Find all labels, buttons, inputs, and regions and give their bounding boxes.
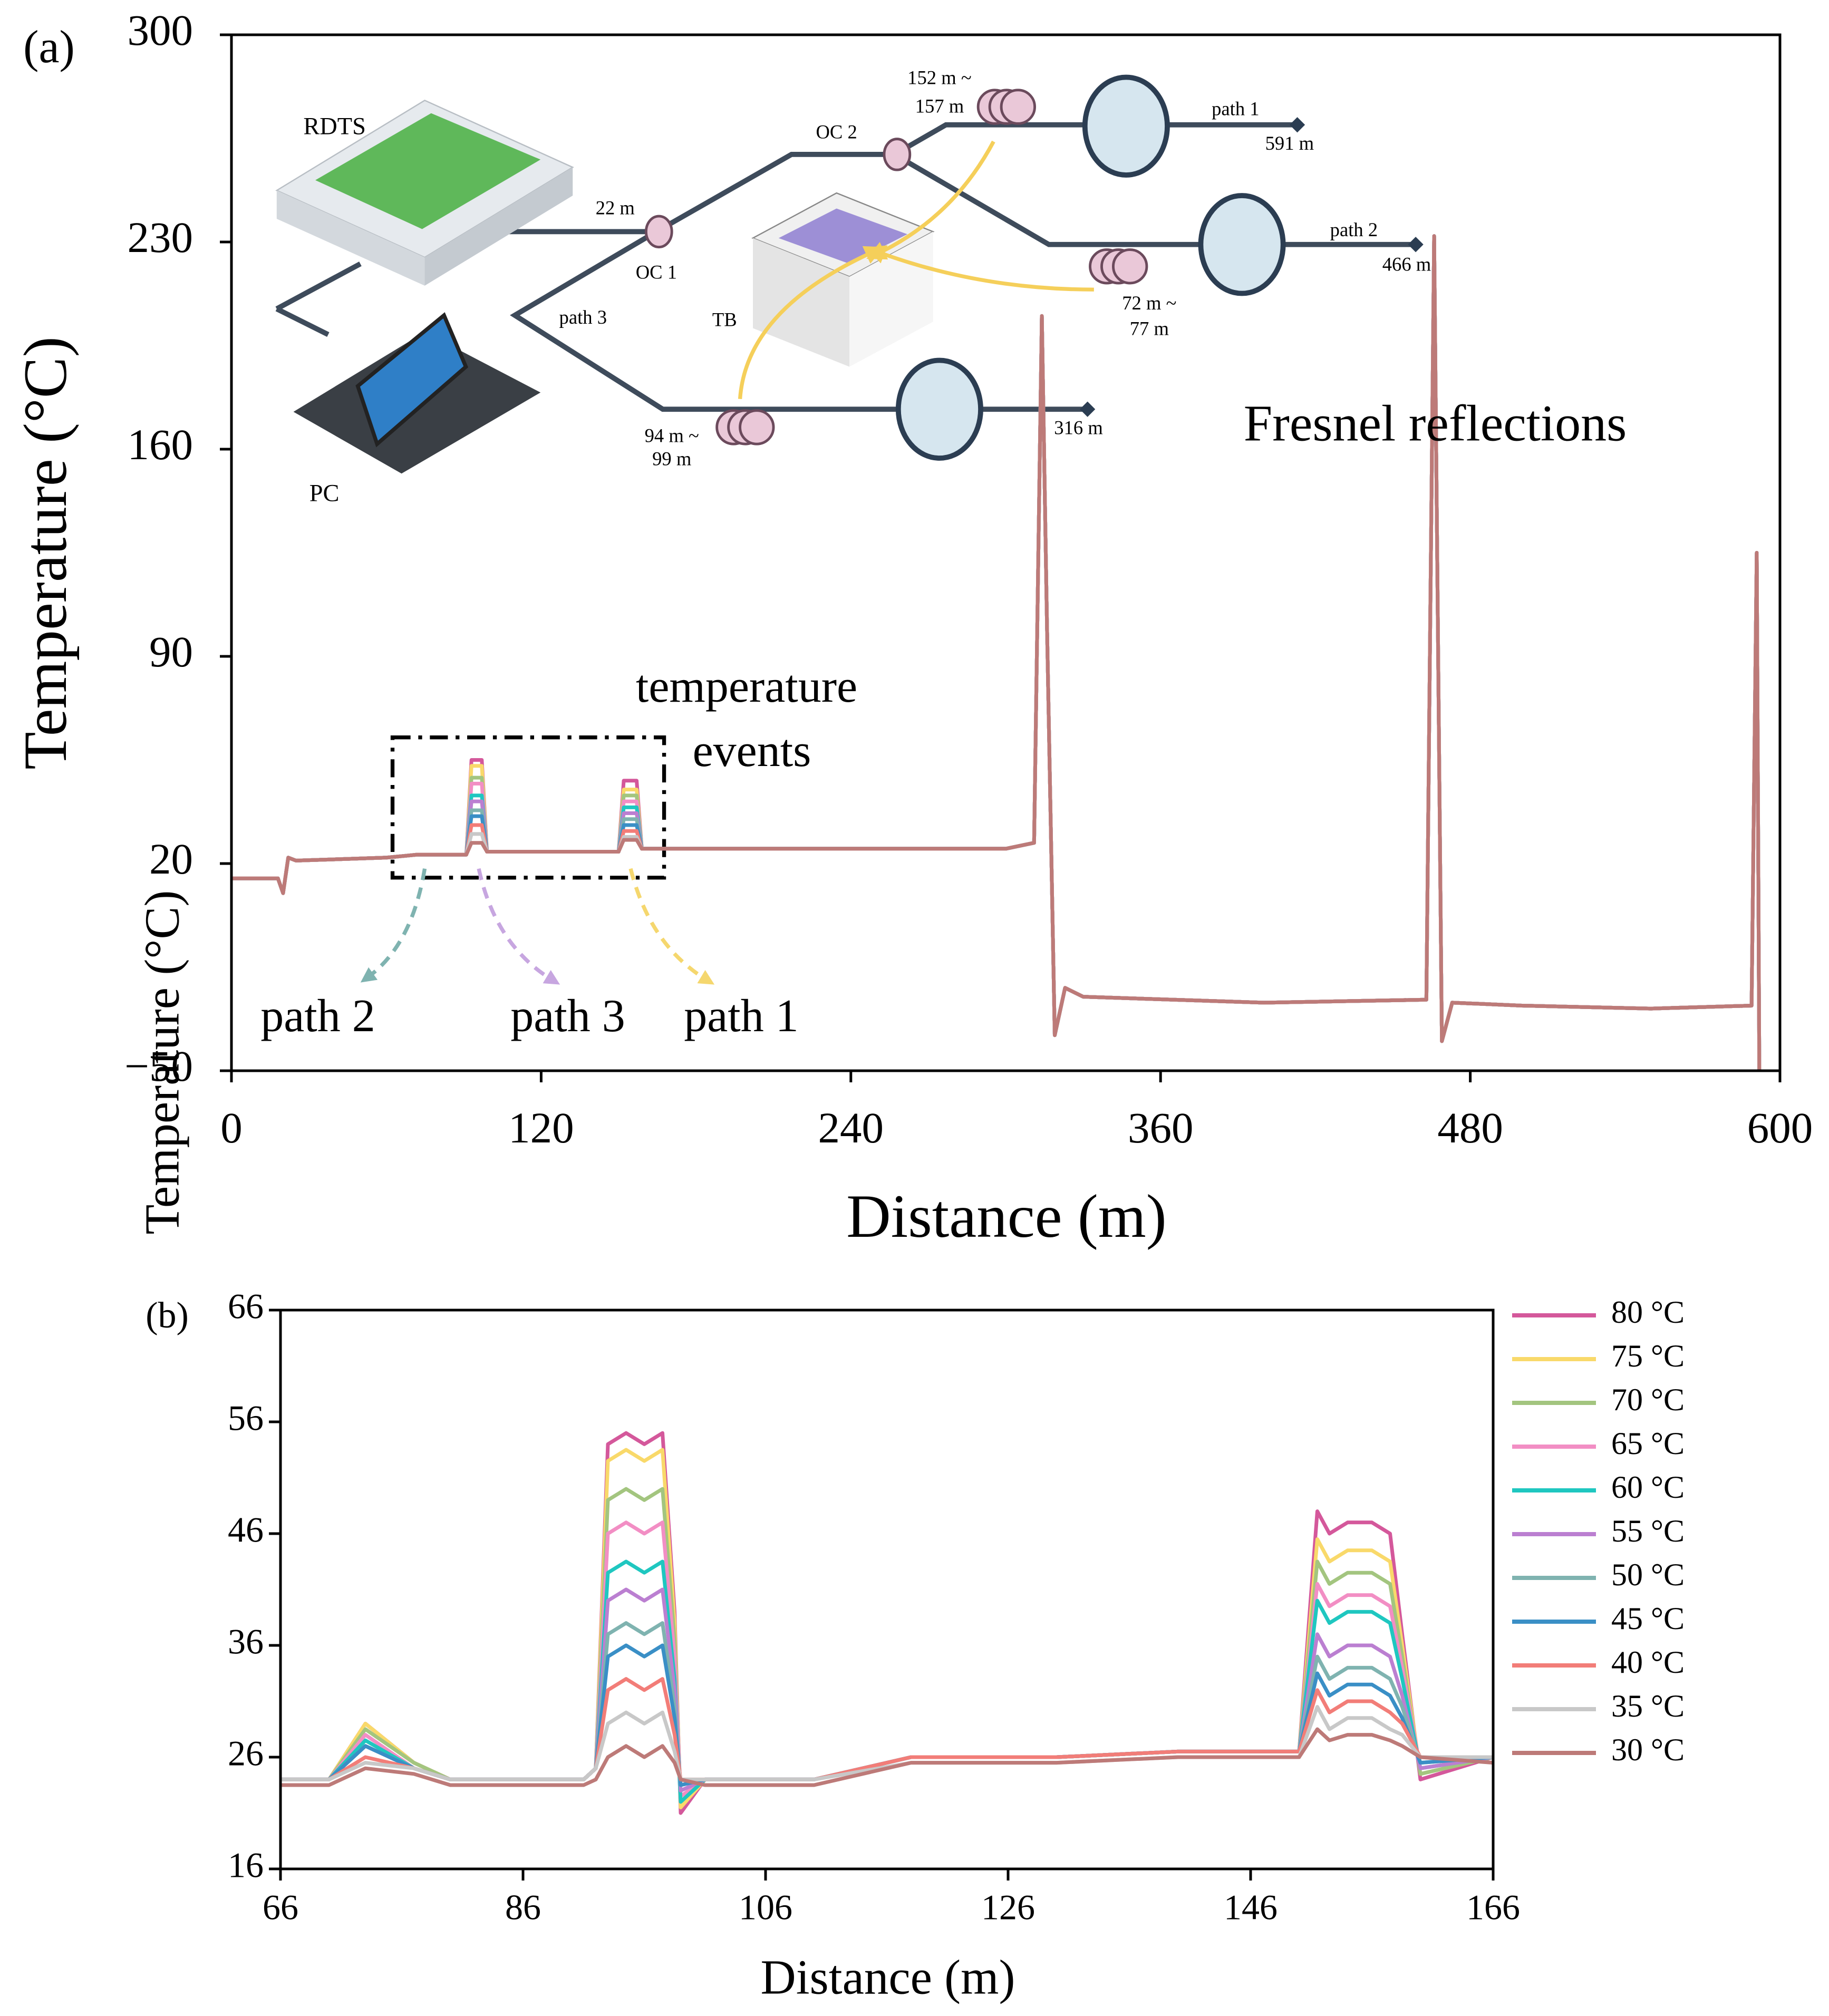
y-tick-label: 20: [149, 835, 193, 883]
diagram-label: 99 m: [652, 448, 691, 469]
diagram-label: 94 m ~: [645, 424, 699, 446]
diagram-label: path 1: [1212, 98, 1260, 119]
diagram-label: RDTS: [303, 113, 366, 140]
y-tick-label: −50: [124, 1042, 193, 1090]
diagram-label: 72 m ~: [1122, 292, 1176, 314]
legend-label: 50 °C: [1611, 1557, 1685, 1592]
x-tick-label: 146: [1224, 1887, 1278, 1927]
x-tick-label: 360: [1128, 1103, 1194, 1152]
y-tick-label: 66: [228, 1286, 264, 1326]
diagram-label: path 2: [1330, 219, 1378, 240]
plot-frame: [279, 1309, 1495, 1870]
legend-label: 35 °C: [1611, 1689, 1685, 1723]
y-tick-label: 26: [228, 1733, 264, 1773]
series-line: [231, 234, 1762, 1071]
diagram-label: 466 m: [1382, 254, 1431, 275]
y-tick-label: 56: [228, 1398, 264, 1438]
y-tick-label: 36: [228, 1622, 264, 1662]
legend-label: 75 °C: [1611, 1339, 1685, 1373]
x-axis-title: Distance (m): [846, 1183, 1167, 1251]
fibers: [275, 122, 1416, 412]
diagram-label: path 3: [559, 306, 607, 328]
legend-label: 70 °C: [1611, 1382, 1685, 1417]
diagram-label: PC: [309, 480, 340, 507]
y-axis-title: Temperature (°C): [12, 336, 80, 769]
y-tick-label: 230: [128, 213, 193, 261]
y-tick-label: 16: [228, 1845, 264, 1885]
series-line: [280, 1727, 1493, 1787]
x-tick-label: 86: [505, 1887, 541, 1927]
annotation: temperature: [636, 661, 857, 712]
panel-label: (b): [146, 1295, 189, 1336]
diagram-label: 22 m: [596, 197, 635, 218]
spools: [895, 74, 1286, 461]
diagram-label: OC 1: [636, 261, 677, 283]
y-axis-title: Temperature (°C): [135, 890, 189, 1235]
x-tick-label: 106: [739, 1887, 792, 1927]
annotation: Fresnel reflections: [1244, 395, 1627, 452]
setup-diagram: RDTS PC 22 m OC 1 OC 2 TB path 3 152 m ~ 157 m pa…: [275, 67, 1431, 985]
x-tick-label: 480: [1437, 1103, 1503, 1152]
coils: [644, 89, 1148, 445]
arrow-path-3: [477, 868, 560, 985]
x-tick-label: 600: [1747, 1103, 1813, 1152]
heat-arrows: [738, 140, 1094, 399]
series-line: [280, 1705, 1493, 1781]
diagram-label: OC 2: [816, 121, 857, 142]
diagram-label: 157 m: [915, 95, 964, 117]
annotation: path 2: [260, 991, 375, 1042]
legend-label: 80 °C: [1611, 1295, 1685, 1330]
y-tick-label: 90: [149, 627, 193, 676]
x-tick-label: 66: [263, 1887, 298, 1927]
legend-label: 60 °C: [1611, 1470, 1685, 1505]
y-tick-label: 160: [128, 420, 193, 469]
panel-label: (a): [23, 22, 75, 73]
x-tick-label: 126: [981, 1887, 1035, 1927]
x-tick-label: 166: [1466, 1887, 1520, 1927]
legend-label: 45 °C: [1611, 1601, 1685, 1636]
diagram-label: 591 m: [1265, 132, 1314, 154]
x-tick-label: 240: [818, 1103, 884, 1152]
y-tick-label: 300: [128, 6, 193, 54]
y-tick-label: 46: [228, 1510, 264, 1550]
annotation: path 3: [510, 991, 625, 1042]
annotation: events: [693, 725, 811, 777]
diagram-label: TB: [712, 309, 737, 331]
arrow-path-2: [360, 868, 427, 983]
diagram-label: 316 m: [1054, 417, 1103, 439]
x-tick-label: 0: [220, 1103, 243, 1152]
legend-label: 65 °C: [1611, 1426, 1685, 1461]
diagram-label: 152 m ~: [907, 67, 972, 89]
legend-label: 40 °C: [1611, 1645, 1685, 1680]
fiber-ends: [1079, 117, 1424, 417]
event-box: [390, 735, 666, 880]
arrow-path-1: [628, 868, 715, 985]
diagram-label: 77 m: [1130, 318, 1169, 340]
x-axis-title: Distance (m): [761, 1950, 1015, 2004]
legend-label: 55 °C: [1611, 1514, 1685, 1548]
x-tick-label: 120: [508, 1103, 574, 1152]
plot-frame: [230, 33, 1782, 1072]
annotation: path 1: [684, 991, 799, 1042]
legend-label: 30 °C: [1611, 1732, 1685, 1767]
